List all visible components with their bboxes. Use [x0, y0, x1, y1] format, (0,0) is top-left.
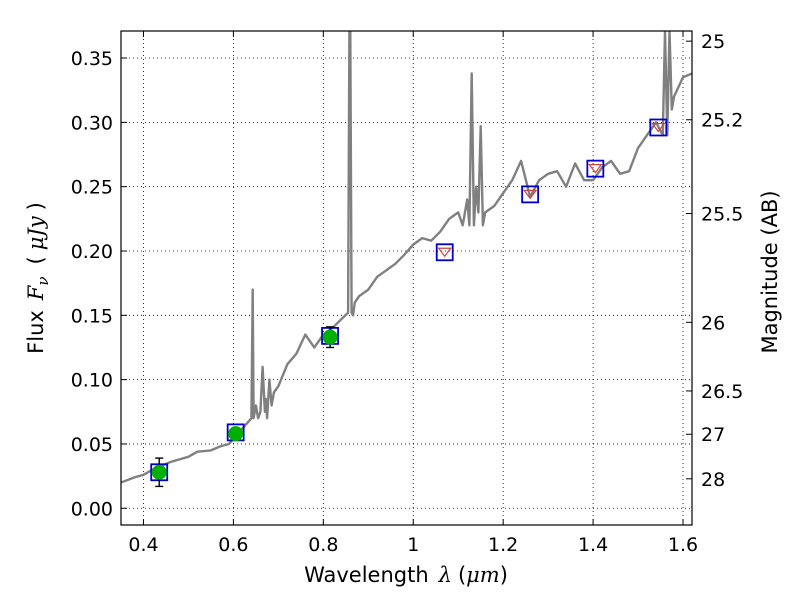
x-tick-label: 0.8	[308, 534, 338, 556]
x-tick-label: 1.4	[578, 534, 608, 556]
right-tick-labels: 25 25.2 25.5 26 26.5 27 28	[701, 31, 743, 491]
model-photometry-box	[649, 118, 668, 137]
y-axis-label-text: Flux	[24, 310, 48, 354]
plot-frame	[120, 30, 693, 526]
right-tick-label: 26	[701, 312, 725, 334]
spectrum-layer	[121, 31, 692, 484]
spectrum-line	[121, 31, 692, 484]
y-tick-label: 0.00	[71, 498, 113, 520]
x-tick-label: 1	[407, 534, 419, 556]
x-axis-label-unit: μm	[466, 563, 500, 587]
y-axis-label: Flux Fν ( μJy)	[24, 202, 52, 354]
y-axis-label-close: )	[24, 202, 48, 210]
observed-point	[228, 426, 244, 442]
x-tick-label: 1.2	[488, 534, 518, 556]
right-tick-label: 25.2	[701, 110, 743, 132]
marker-layer	[150, 118, 668, 488]
model-photometry-box	[586, 159, 605, 178]
right-tick-label: 25.5	[701, 204, 743, 226]
observed-point	[322, 329, 338, 345]
observed-point	[151, 464, 167, 480]
y-tick-label: 0.10	[71, 370, 113, 392]
model-photometry-box	[521, 185, 540, 204]
right-tick-label: 25	[701, 31, 725, 53]
y-tick-labels: 0.00 0.05 0.10 0.15 0.20 0.25 0.30 0.35	[71, 48, 113, 520]
x-tick-label: 0.6	[218, 534, 248, 556]
axis-ticks	[121, 31, 692, 525]
x-axis-label: Wavelength λ (μm)	[304, 563, 508, 587]
x-axis-label-symbol: λ	[438, 563, 452, 587]
y-axis-label-open: (	[24, 256, 48, 264]
right-tick-label: 27	[701, 424, 725, 446]
x-tick-labels: 0.4 0.6 0.8 1 1.2 1.4 1.6	[128, 534, 698, 556]
upper-limit-marker	[522, 189, 538, 200]
right-tick-label: 26.5	[701, 381, 743, 403]
y-tick-label: 0.20	[71, 241, 113, 263]
upper-limit-marker	[588, 164, 603, 174]
y-tick-label: 0.25	[71, 177, 113, 199]
y-tick-label: 0.35	[71, 48, 113, 70]
y-tick-label: 0.15	[71, 305, 113, 327]
x-tick-label: 0.4	[128, 534, 158, 556]
y-tick-label: 0.30	[71, 112, 113, 134]
right-tick-label: 28	[701, 469, 725, 491]
model-photometry-box	[435, 243, 454, 262]
y-tick-label: 0.05	[71, 434, 113, 456]
upper-limit-marker	[437, 247, 452, 258]
y-axis-label-symbol: F	[24, 284, 48, 301]
x-axis-label-open: (	[458, 563, 466, 587]
y-axis-label-unit: μJy	[24, 215, 48, 250]
y-axis-label-subscript: ν	[34, 276, 52, 285]
x-tick-label: 1.6	[668, 534, 698, 556]
right-axis-label: Magnitude (AB)	[758, 190, 782, 353]
x-axis-label-text: Wavelength	[304, 563, 429, 587]
upper-limit-marker	[651, 122, 666, 133]
x-axis-label-close: )	[500, 563, 508, 587]
